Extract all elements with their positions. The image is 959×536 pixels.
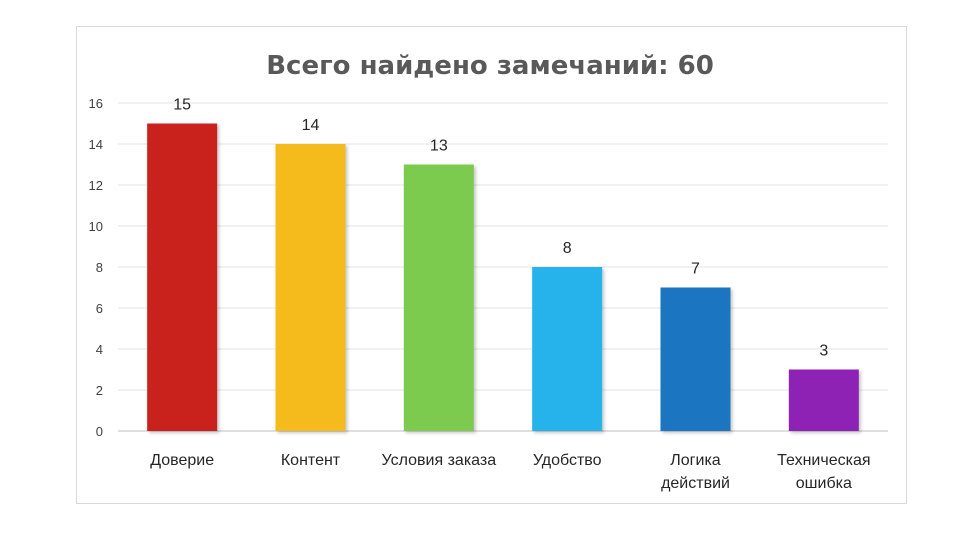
- x-category-label: ошибка: [796, 475, 852, 492]
- y-tick-label: 14: [89, 137, 103, 152]
- bar: [660, 287, 731, 431]
- x-category-label: Доверие: [150, 452, 214, 469]
- x-category-label: Условия заказа: [382, 452, 497, 469]
- bar: [788, 369, 859, 431]
- x-category-label: Логика: [670, 452, 721, 469]
- y-tick-label: 12: [89, 178, 103, 193]
- y-tick-label: 2: [96, 383, 103, 398]
- y-tick-label: 0: [96, 424, 103, 439]
- data-label: 3: [819, 343, 828, 360]
- chart-title: Всего найдено замечаний: 60: [266, 51, 714, 81]
- data-label: 13: [430, 138, 448, 155]
- data-label: 15: [173, 97, 191, 114]
- x-category-label: Удобство: [533, 452, 602, 469]
- y-tick-label: 10: [89, 219, 103, 234]
- y-tick-label: 16: [89, 96, 103, 111]
- x-category-label: действий: [661, 475, 730, 492]
- data-label: 8: [563, 240, 572, 257]
- y-tick-label: 6: [96, 301, 103, 316]
- data-label: 14: [302, 117, 320, 134]
- bar: [147, 123, 218, 431]
- bar: [532, 267, 603, 431]
- x-category-label: Контент: [281, 452, 341, 469]
- data-label: 7: [691, 261, 700, 278]
- bar: [403, 164, 474, 431]
- y-tick-label: 4: [96, 342, 103, 357]
- x-category-label: Техническая: [777, 452, 870, 469]
- bar: [275, 144, 346, 431]
- y-tick-label: 8: [96, 260, 103, 275]
